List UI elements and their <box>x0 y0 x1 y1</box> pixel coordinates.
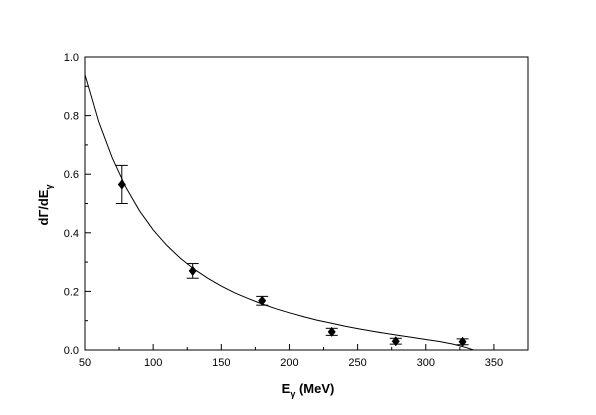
y-tick-label: 0.8 <box>64 111 79 123</box>
data-points <box>115 164 469 347</box>
x-tick-label: 300 <box>417 357 435 369</box>
x-tick-label: 50 <box>79 357 91 369</box>
x-axis-title: Eγ (MeV) <box>282 381 335 399</box>
data-point <box>456 336 469 347</box>
data-point <box>389 336 402 347</box>
diamond-marker <box>188 265 197 276</box>
diamond-marker <box>458 336 467 347</box>
x-tick-label: 200 <box>280 357 298 369</box>
data-point <box>115 164 128 204</box>
diamond-marker <box>117 179 126 190</box>
x-tick-labels: 50 100 150 200 250 300 350 <box>79 357 503 369</box>
fit-curve <box>84 74 474 351</box>
data-point <box>256 295 269 306</box>
axis-ticks <box>84 56 495 351</box>
y-tick-labels: 0.0 0.2 0.4 0.6 0.8 1.0 <box>64 52 79 357</box>
diamond-marker <box>327 326 336 337</box>
diamond-marker <box>258 295 267 306</box>
x-tick-label: 150 <box>212 357 230 369</box>
diamond-marker <box>391 336 400 347</box>
x-tick-label: 250 <box>348 357 366 369</box>
y-tick-label: 0.4 <box>64 228 79 240</box>
x-tick-label: 350 <box>485 357 503 369</box>
data-point <box>186 263 199 279</box>
y-tick-label: 1.0 <box>64 52 79 64</box>
y-tick-label: 0.0 <box>64 345 79 357</box>
plot-frame <box>84 56 529 351</box>
data-point <box>325 326 338 337</box>
x-tick-label: 100 <box>144 357 162 369</box>
y-axis-title: dΓ/dEγ <box>36 185 54 226</box>
y-tick-label: 0.2 <box>64 286 79 298</box>
y-tick-label: 0.6 <box>64 169 79 181</box>
